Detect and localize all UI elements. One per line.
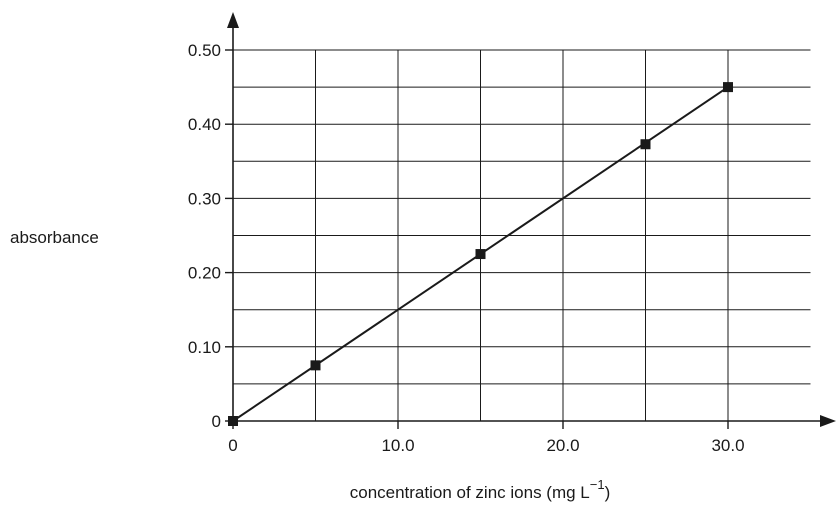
y-tick-label: 0.40	[188, 115, 221, 134]
axes	[227, 12, 836, 427]
grid	[233, 49, 811, 421]
series	[228, 82, 733, 426]
y-tick-label: 0	[212, 412, 221, 431]
x-axis-label: concentration of zinc ions (mg L−1)	[350, 477, 611, 502]
x-axis-label-main: concentration of zinc ions (mg L	[350, 483, 590, 502]
ticks: 0 0.10 0.20 0.30 0.40 0.50 0 10.0 20.0 30.0	[188, 41, 745, 455]
x-axis-label-suffix: )	[605, 483, 611, 502]
x-tick-label: 0	[228, 436, 237, 455]
x-tick-label: 20.0	[546, 436, 579, 455]
y-axis-arrow	[227, 12, 239, 28]
x-axis-arrow	[820, 415, 836, 427]
data-point	[723, 82, 733, 93]
data-point	[228, 416, 238, 426]
data-point	[310, 360, 321, 371]
y-tick-label: 0.20	[188, 264, 221, 283]
data-point	[640, 139, 651, 150]
data-point	[475, 249, 486, 260]
y-tick-label: 0.50	[188, 41, 221, 60]
x-axis-label-superscript: −1	[590, 477, 605, 492]
y-tick-label: 0.10	[188, 338, 221, 357]
y-tick-label: 0.30	[188, 189, 221, 208]
y-axis-label: absorbance	[10, 228, 99, 247]
x-tick-label: 10.0	[381, 436, 414, 455]
x-tick-label: 30.0	[711, 436, 744, 455]
